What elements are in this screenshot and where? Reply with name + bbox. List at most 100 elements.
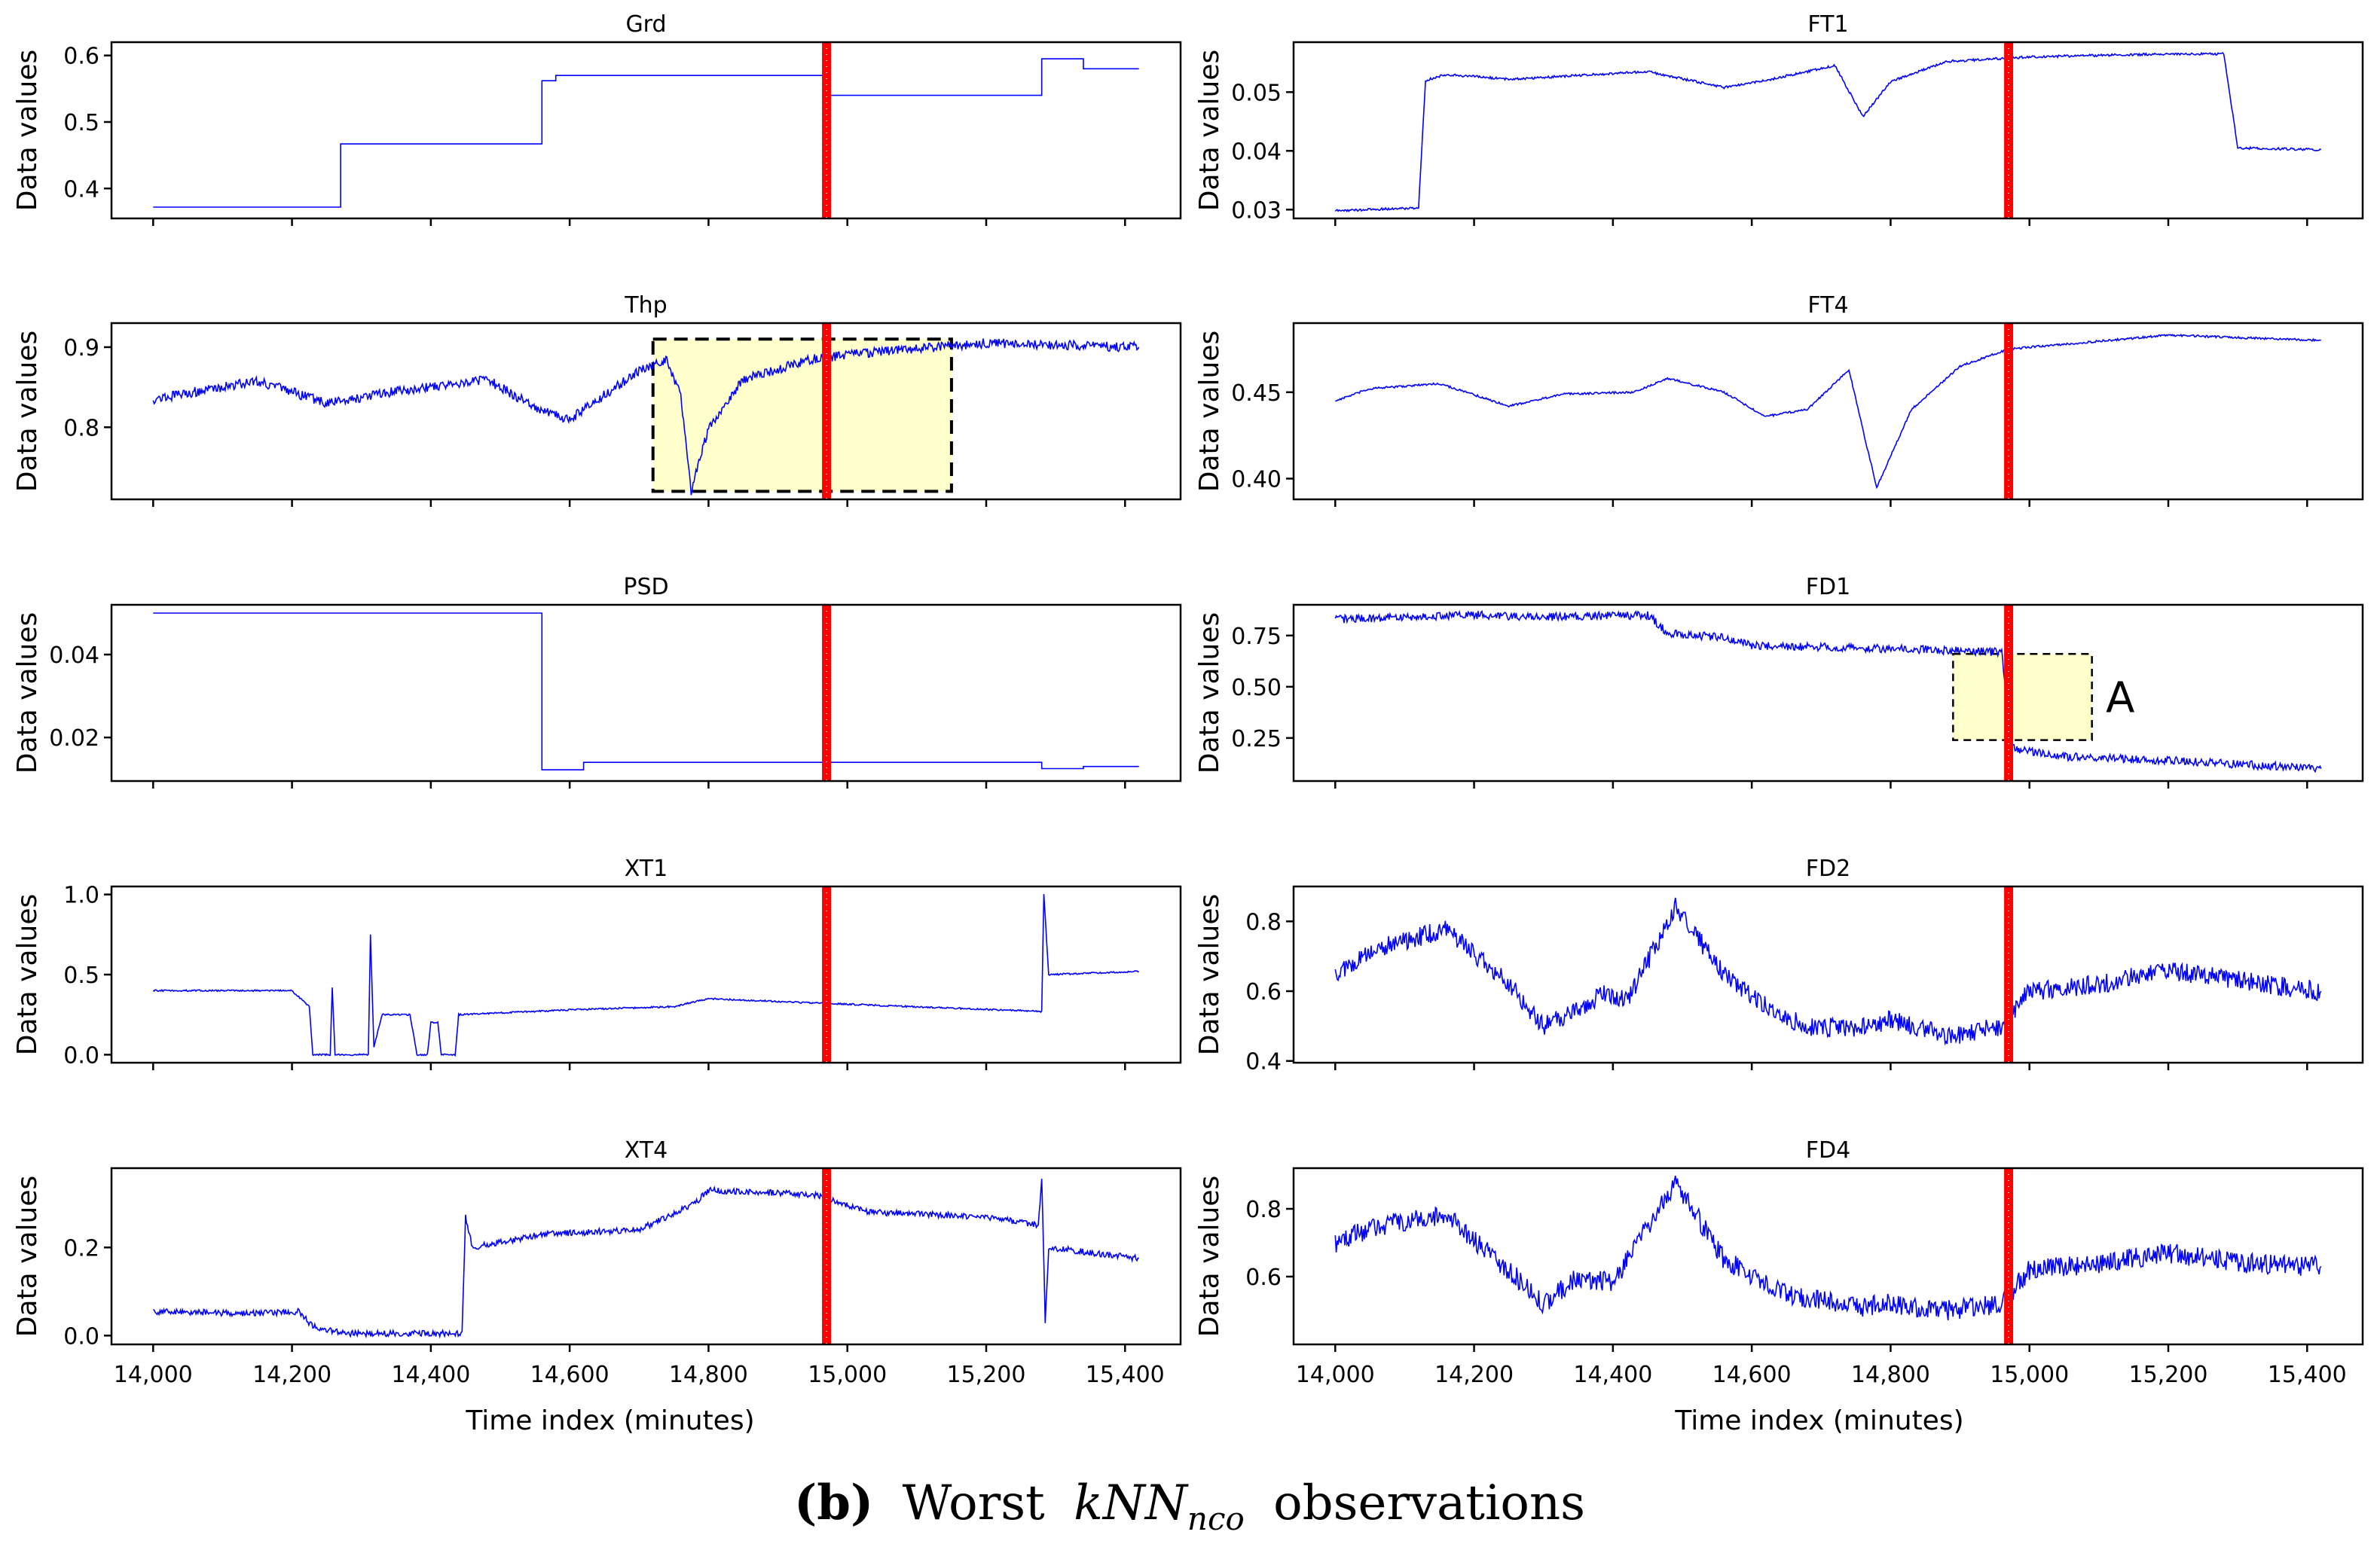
- y-tick-label: 0.25: [1231, 726, 1282, 752]
- y-tick-label: 0.9: [63, 335, 99, 362]
- x-tick-label: 15,000: [1990, 1362, 2069, 1388]
- y-tick-label: 0.75: [1231, 624, 1282, 650]
- subplot-thp: Thp Data values 0.8 0.9: [12, 292, 1182, 507]
- y-tick-label: 0.02: [49, 725, 99, 752]
- caption-letter: (b): [794, 1475, 873, 1531]
- y-tick-label: 0.8: [1245, 1197, 1282, 1223]
- x-axis-label-left: Time index (minutes): [465, 1405, 754, 1436]
- series-line-grd: [153, 58, 1139, 208]
- x-tick-label: 14,800: [1851, 1362, 1930, 1388]
- series-line-psd: [153, 612, 1139, 770]
- axes-frame: [110, 885, 1182, 1064]
- panel-title-fd1: FD1: [1806, 574, 1850, 600]
- y-tick-label: 0.50: [1231, 675, 1282, 701]
- x-tick-label: 15,400: [2268, 1362, 2347, 1388]
- y-tick-label: 0.6: [1245, 1265, 1282, 1291]
- series-line-xt4: [152, 1179, 1139, 1339]
- y-axis-label: Data values: [12, 50, 43, 212]
- x-tick-label: 14,200: [252, 1362, 331, 1388]
- x-tick-label: 14,800: [669, 1362, 748, 1388]
- axes-frame: [110, 603, 1182, 783]
- series-line-fd1: [1334, 609, 2322, 774]
- subplot-psd: PSD Data values 0.02 0.04: [12, 574, 1182, 789]
- axes-frame: [1292, 603, 2364, 783]
- y-tick-label: 0.8: [1245, 909, 1282, 935]
- caption-lead: Worst: [903, 1475, 1045, 1531]
- y-tick-label: 0.5: [63, 963, 99, 989]
- figure-caption: (b) Worst kNNnco observations: [794, 1475, 1585, 1542]
- series-line-fd2: [1334, 897, 2322, 1046]
- subplot-ft1: FT1 Data values 0.03 0.04 0.05: [1194, 11, 2364, 226]
- x-tick-label: 14,400: [1573, 1362, 1652, 1388]
- caption-tail: observations: [1273, 1475, 1585, 1531]
- axes-frame: [1292, 41, 2364, 220]
- y-axis-label: Data values: [1194, 50, 1225, 212]
- subplot-fd4: FD4 Data values 0.6 0.8 14,000 14,200 14,400 14…: [1194, 1137, 2364, 1388]
- subplot-xt1: XT1 Data values 0.0 0.5 1.0: [12, 856, 1182, 1070]
- y-tick-label: 0.5: [63, 110, 99, 136]
- x-tick-label: 15,200: [2129, 1362, 2208, 1388]
- panel-title-ft1: FT1: [1807, 11, 1848, 38]
- y-tick-label: 0.04: [49, 642, 99, 669]
- series-line-thp: [152, 338, 1140, 496]
- y-tick-label: 0.03: [1231, 197, 1282, 224]
- x-tick-label: 15,000: [808, 1362, 887, 1388]
- axes-frame: [110, 41, 1182, 220]
- y-axis-label: Data values: [1194, 612, 1225, 774]
- panel-title-grd: Grd: [625, 11, 666, 38]
- y-tick-label: 0.4: [1245, 1049, 1282, 1076]
- y-axis-label: Data values: [12, 331, 43, 493]
- y-tick-label: 0.2: [63, 1235, 99, 1262]
- panel-title-xt1: XT1: [625, 856, 668, 882]
- panel-title-psd: PSD: [623, 574, 668, 600]
- subplot-ft4: FT4 Data values 0.40 0.45: [1194, 292, 2364, 507]
- subplot-fd2: FD2 Data values 0.4 0.6 0.8: [1194, 856, 2364, 1076]
- y-tick-label: 0.0: [63, 1323, 99, 1350]
- y-tick-label: 0.6: [1245, 979, 1282, 1005]
- subplot-fd1: FD1 Data values 0.25 0.50 0.75 A: [1194, 574, 2364, 789]
- caption-term: kNN: [1074, 1475, 1189, 1531]
- axes-frame: [1292, 322, 2364, 501]
- y-tick-label: 0.0: [63, 1042, 99, 1069]
- x-tick-label: 14,200: [1434, 1362, 1514, 1388]
- panel-title-xt4: XT4: [625, 1137, 668, 1164]
- y-tick-label: 1.0: [63, 883, 99, 909]
- y-axis-label: Data values: [12, 894, 43, 1056]
- axes-frame: [1292, 885, 2364, 1064]
- x-tick-label: 14,000: [1296, 1362, 1375, 1388]
- y-tick-label: 0.04: [1231, 139, 1282, 165]
- subplot-xt4: XT4 Data values 0.0 0.2 14,000 14,200 14,400 14…: [12, 1137, 1182, 1388]
- axes-frame: [1292, 1167, 2364, 1346]
- x-tick-label: 14,600: [1712, 1362, 1792, 1388]
- panel-title-ft4: FT4: [1807, 292, 1848, 319]
- axes-frame: [110, 322, 1182, 501]
- x-tick-label: 15,400: [1086, 1362, 1165, 1388]
- y-tick-label: 0.05: [1231, 80, 1282, 106]
- y-tick-label: 0.6: [63, 44, 99, 70]
- series-line-ft1: [1334, 51, 2322, 213]
- annotation-label: A: [2106, 673, 2134, 722]
- y-axis-label: Data values: [12, 1176, 43, 1338]
- y-tick-label: 0.4: [63, 176, 99, 203]
- y-axis-label: Data values: [12, 612, 43, 774]
- y-tick-label: 0.8: [63, 415, 99, 441]
- highlight-box: [1952, 653, 2093, 741]
- x-tick-label: 14,400: [391, 1362, 470, 1388]
- panel-title-fd2: FD2: [1806, 856, 1850, 882]
- y-axis-label: Data values: [1194, 331, 1225, 493]
- series-line-ft4: [1335, 333, 2321, 490]
- y-axis-label: Data values: [1194, 1176, 1225, 1338]
- series-line-fd4: [1334, 1175, 2322, 1320]
- axes-frame: [110, 1167, 1182, 1346]
- caption-subscript: nco: [1187, 1500, 1245, 1537]
- x-tick-label: 14,600: [530, 1362, 610, 1388]
- highlight-box: [651, 337, 953, 493]
- x-tick-label: 15,200: [947, 1362, 1026, 1388]
- subplot-grd: Grd Data values 0.4 0.5 0.6: [12, 11, 1182, 226]
- x-tick-label: 14,000: [114, 1362, 193, 1388]
- y-tick-label: 0.45: [1231, 380, 1282, 407]
- series-line-xt1: [152, 894, 1140, 1057]
- y-axis-label: Data values: [1194, 894, 1225, 1056]
